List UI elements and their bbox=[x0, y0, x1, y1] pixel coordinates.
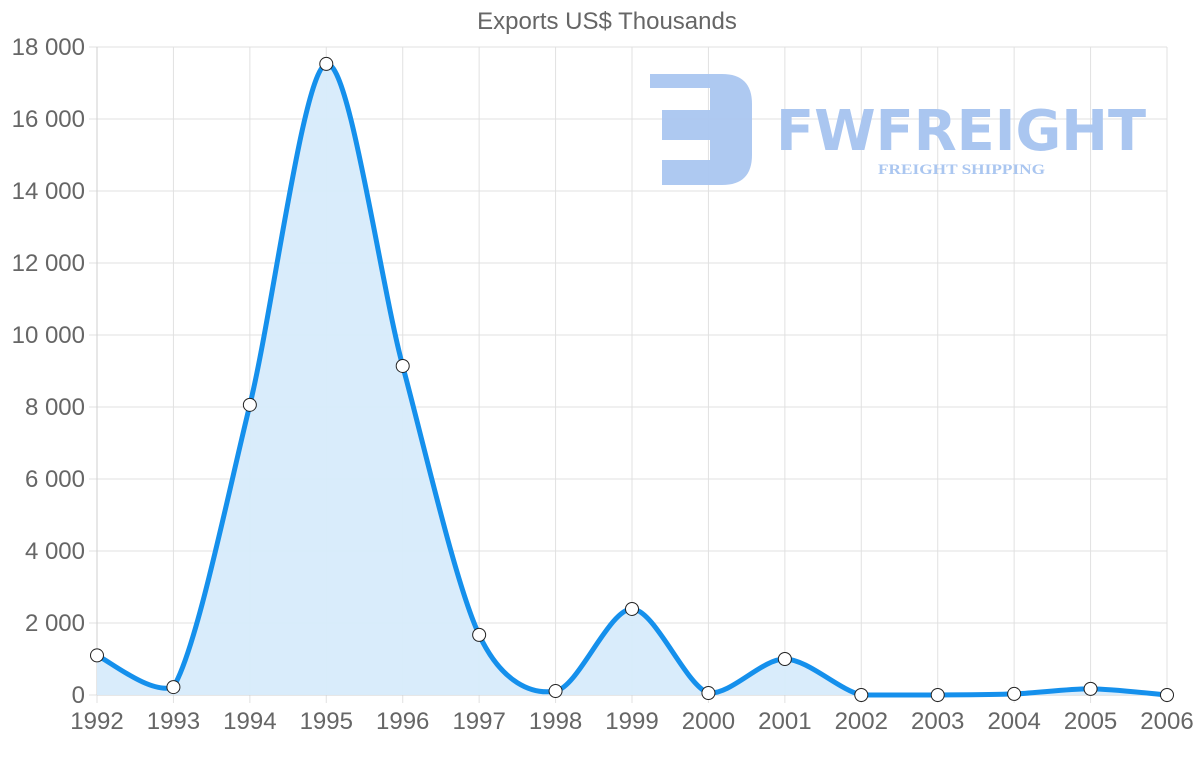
y-tick-label: 4 000 bbox=[25, 538, 85, 565]
series-exports bbox=[90, 56, 1174, 702]
watermark-brand: FWFREIGHT bbox=[776, 99, 1146, 164]
data-point[interactable] bbox=[166, 680, 181, 695]
y-tick-label: 0 bbox=[72, 682, 85, 709]
watermark-tagline: FREIGHT SHIPPING bbox=[878, 162, 1045, 178]
x-tick-label: 2004 bbox=[987, 708, 1040, 735]
watermark-logo: FWFREIGHT FREIGHT SHIPPING bbox=[650, 74, 1146, 185]
area-fill bbox=[97, 63, 1167, 695]
x-tick-label: 1996 bbox=[376, 708, 429, 735]
data-point[interactable] bbox=[90, 648, 104, 663]
x-tick-label: 2000 bbox=[682, 708, 735, 735]
data-point[interactable] bbox=[1083, 681, 1098, 696]
x-tick-label: 2001 bbox=[758, 708, 811, 735]
x-axis-labels: 1992 1993 1994 1995 1996 1997 1998 1999 2000 2001… bbox=[70, 708, 1193, 735]
x-tick-label: 1995 bbox=[300, 708, 353, 735]
chart-title: Exports US$ Thousands bbox=[477, 8, 737, 35]
logo-mark-icon bbox=[650, 74, 752, 185]
data-point[interactable] bbox=[1160, 688, 1174, 702]
x-tick-label: 2006 bbox=[1140, 708, 1193, 735]
y-tick-label: 16 000 bbox=[12, 106, 85, 133]
y-tick-label: 10 000 bbox=[12, 322, 85, 349]
y-axis-labels: 0 2 000 4 000 6 000 8 000 10 000 12 000 14 000 1… bbox=[12, 34, 85, 709]
data-point[interactable] bbox=[242, 397, 257, 412]
x-tick-label: 2005 bbox=[1064, 708, 1117, 735]
data-point[interactable] bbox=[1007, 686, 1022, 701]
data-point[interactable] bbox=[319, 56, 334, 71]
x-tick-label: 2003 bbox=[911, 708, 964, 735]
x-tick-label: 1993 bbox=[147, 708, 200, 735]
x-tick-label: 1998 bbox=[529, 708, 582, 735]
y-tick-label: 12 000 bbox=[12, 250, 85, 277]
y-tick-label: 6 000 bbox=[25, 466, 85, 493]
y-tick-label: 18 000 bbox=[12, 34, 85, 61]
data-point[interactable] bbox=[777, 652, 792, 666]
y-tick-label: 8 000 bbox=[25, 394, 85, 421]
x-tick-label: 1997 bbox=[452, 708, 505, 735]
x-tick-label: 1992 bbox=[70, 708, 123, 735]
data-point[interactable] bbox=[930, 688, 945, 702]
x-tick-label: 1994 bbox=[223, 708, 276, 735]
data-point[interactable] bbox=[472, 627, 487, 642]
data-point[interactable] bbox=[548, 684, 563, 699]
data-point[interactable] bbox=[625, 601, 639, 616]
y-tick-label: 14 000 bbox=[12, 178, 85, 205]
y-tick-label: 2 000 bbox=[25, 610, 85, 637]
data-point[interactable] bbox=[395, 358, 410, 373]
data-point[interactable] bbox=[854, 688, 869, 702]
x-tick-label: 1999 bbox=[605, 708, 658, 735]
data-point[interactable] bbox=[701, 686, 716, 701]
x-tick-label: 2002 bbox=[835, 708, 888, 735]
